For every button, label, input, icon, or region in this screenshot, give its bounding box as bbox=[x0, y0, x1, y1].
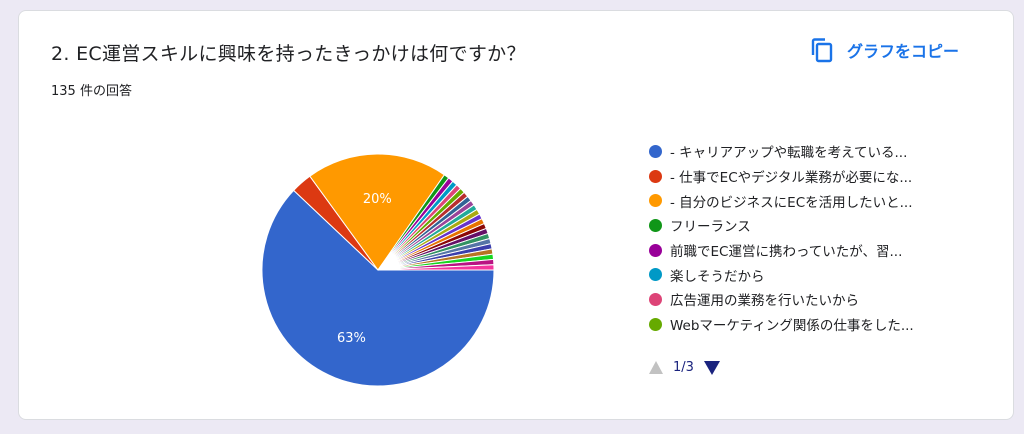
chart-card: 2. EC運営スキルに興味を持ったきっかけは何ですか？ 135 件の回答 グラフ… bbox=[18, 10, 1014, 420]
legend-item[interactable]: フリーランス bbox=[649, 213, 979, 238]
copy-chart-label: グラフをコピー bbox=[847, 42, 960, 61]
legend-item[interactable]: 広告運用の業務を行いたいから bbox=[649, 287, 979, 312]
legend-swatch bbox=[649, 292, 662, 306]
question-title: 2. EC運営スキルに興味を持ったきっかけは何ですか？ bbox=[51, 43, 526, 65]
pie-data-label: 63% bbox=[337, 331, 366, 346]
pie-data-label: 20% bbox=[363, 192, 392, 207]
legend-item[interactable]: - 自分のビジネスにECを活用したいと... bbox=[649, 188, 979, 213]
pie-slice[interactable] bbox=[261, 189, 495, 387]
legend-swatch bbox=[649, 169, 662, 183]
legend-swatch bbox=[649, 268, 662, 282]
pie-slice[interactable] bbox=[377, 264, 495, 271]
legend-label: フリーランス bbox=[670, 219, 751, 236]
legend-swatch bbox=[649, 194, 662, 208]
legend-label: 楽しそうだから bbox=[670, 268, 765, 285]
legend-item[interactable]: Webマーケティング関係の仕事をした... bbox=[649, 312, 979, 337]
pie-chart: 63% 20% bbox=[223, 131, 523, 411]
response-count: 135 件の回答 bbox=[51, 84, 132, 99]
legend-label: - キャリアアップや転職を考えている... bbox=[670, 145, 908, 162]
chart-legend: - キャリアアップや転職を考えている... - 仕事でECやデジタル業務が必要にな… bbox=[649, 139, 979, 337]
legend-item[interactable]: 楽しそうだから bbox=[649, 262, 979, 287]
legend-swatch bbox=[649, 317, 662, 331]
legend-item[interactable]: - 仕事でECやデジタル業務が必要にな... bbox=[649, 164, 979, 189]
legend-label: - 自分のビジネスにECを活用したいと... bbox=[670, 194, 913, 211]
legend-label: - 仕事でECやデジタル業務が必要にな... bbox=[670, 170, 913, 187]
pie-slice[interactable] bbox=[309, 153, 446, 271]
legend-item[interactable]: - キャリアアップや転職を考えている... bbox=[649, 139, 979, 164]
legend-swatch bbox=[649, 243, 662, 257]
triangle-down-icon[interactable] bbox=[703, 360, 720, 375]
legend-swatch bbox=[649, 218, 662, 232]
legend-item[interactable]: 前職でEC運営に携わっていたが、習... bbox=[649, 238, 979, 263]
legend-swatch bbox=[649, 144, 662, 158]
triangle-up-icon[interactable] bbox=[649, 361, 663, 374]
legend-page-indicator: 1/3 bbox=[673, 360, 694, 375]
copy-icon bbox=[809, 36, 835, 64]
legend-label: 広告運用の業務を行いたいから bbox=[670, 293, 859, 310]
legend-pager: 1/3 bbox=[649, 360, 720, 375]
legend-label: 前職でEC運営に携わっていたが、習... bbox=[670, 244, 903, 261]
copy-chart-button[interactable]: グラフをコピー bbox=[809, 36, 959, 64]
legend-label: Webマーケティング関係の仕事をした... bbox=[670, 318, 914, 335]
